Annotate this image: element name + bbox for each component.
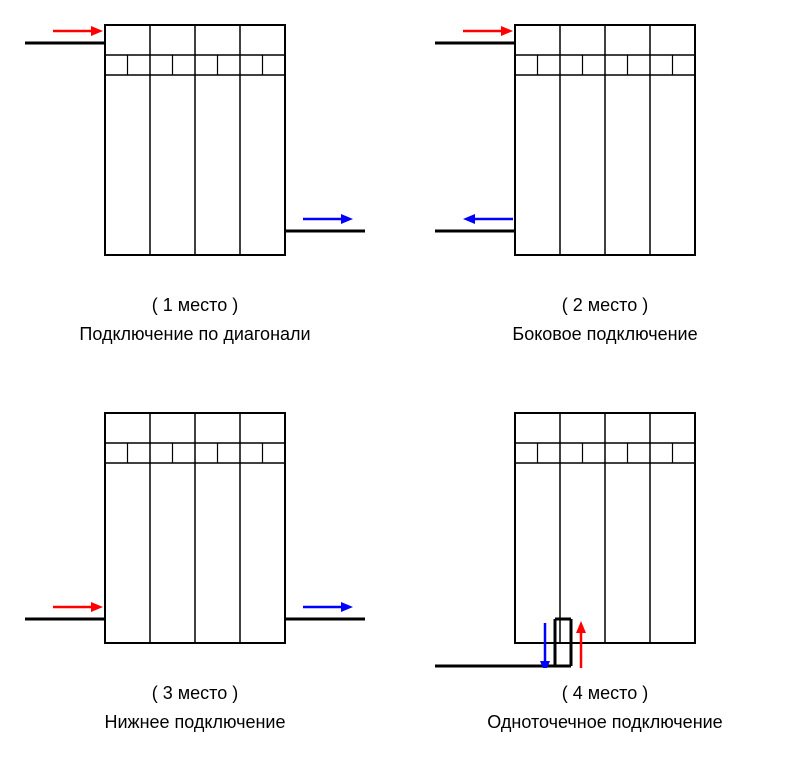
diagram-side	[435, 20, 775, 280]
panel-diagonal: ( 1 место ) Подключение по диагонали	[20, 20, 370, 348]
title-label: Нижнее подключение	[104, 712, 285, 732]
panel-side: ( 2 место ) Боковое подключение	[430, 20, 780, 348]
rank-label: ( 3 место )	[104, 680, 285, 707]
caption-single: ( 4 место ) Одноточечное подключение	[487, 680, 722, 736]
caption-diagonal: ( 1 место ) Подключение по диагонали	[79, 292, 310, 348]
rank-label: ( 4 место )	[487, 680, 722, 707]
diagram-bottom	[25, 408, 365, 668]
title-label: Боковое подключение	[512, 324, 697, 344]
rank-label: ( 1 место )	[79, 292, 310, 319]
panel-single: ( 4 место ) Одноточечное подключение	[430, 408, 780, 736]
title-label: Подключение по диагонали	[79, 324, 310, 344]
rank-label: ( 2 место )	[512, 292, 697, 319]
diagram-diagonal	[25, 20, 365, 280]
caption-bottom: ( 3 место ) Нижнее подключение	[104, 680, 285, 736]
panel-bottom: ( 3 место ) Нижнее подключение	[20, 408, 370, 736]
caption-side: ( 2 место ) Боковое подключение	[512, 292, 697, 348]
diagram-single	[435, 408, 775, 668]
title-label: Одноточечное подключение	[487, 712, 722, 732]
